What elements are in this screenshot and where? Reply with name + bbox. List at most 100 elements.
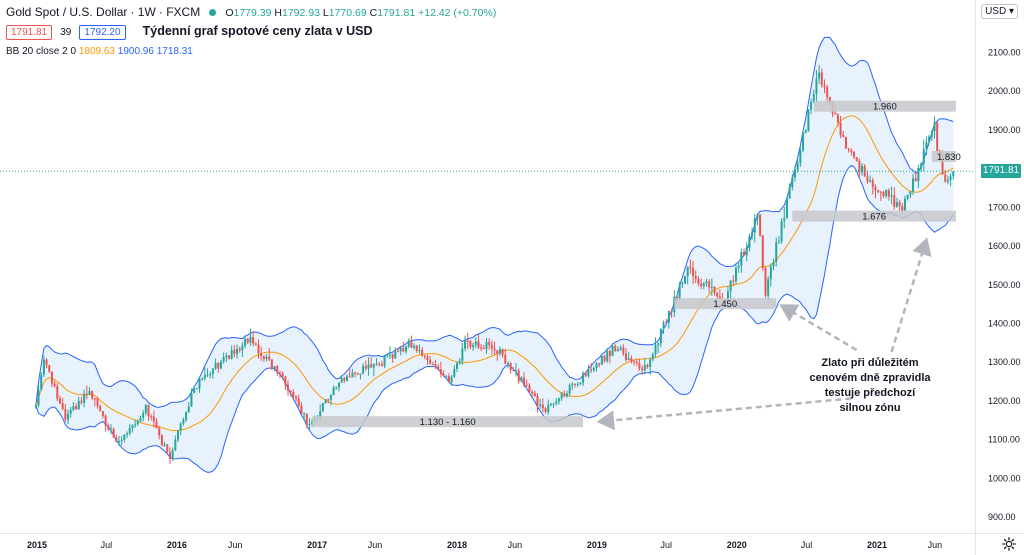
candle-body bbox=[689, 267, 692, 269]
candle-body bbox=[515, 370, 518, 372]
candle-body bbox=[670, 311, 673, 313]
candle-body bbox=[743, 251, 746, 256]
candle-body bbox=[45, 359, 48, 366]
candle-body bbox=[469, 340, 472, 348]
buy-price-button[interactable]: 1792.20 bbox=[79, 25, 126, 40]
interval-label[interactable]: 1W bbox=[137, 5, 156, 19]
y-tick-label: 1900.00 bbox=[988, 125, 1021, 135]
candle-body bbox=[788, 187, 791, 199]
candle-body bbox=[512, 370, 515, 372]
candle-body bbox=[297, 398, 300, 406]
candle-body bbox=[346, 376, 349, 381]
candle-body bbox=[807, 109, 810, 131]
candle-body bbox=[75, 405, 78, 410]
candle-body bbox=[144, 405, 147, 413]
sell-price-button[interactable]: 1791.81 bbox=[6, 25, 53, 40]
candle-body bbox=[402, 347, 405, 352]
candle-body bbox=[563, 393, 566, 397]
candle-body bbox=[136, 420, 139, 425]
currency-label: USD bbox=[985, 6, 1007, 17]
candle-body bbox=[903, 198, 906, 211]
candle-body bbox=[335, 387, 338, 389]
candle-body bbox=[439, 369, 442, 375]
candle-body bbox=[437, 366, 440, 370]
candle-body bbox=[431, 364, 434, 366]
candle-body bbox=[284, 376, 287, 385]
candle-body bbox=[168, 452, 171, 459]
candle-body bbox=[458, 360, 461, 364]
candle-body bbox=[638, 363, 641, 369]
symbol-name[interactable]: Gold Spot / U.S. Dollar bbox=[6, 5, 128, 19]
candle-body bbox=[474, 341, 477, 345]
candle-body bbox=[555, 401, 558, 404]
candle-body bbox=[713, 286, 716, 293]
candle-body bbox=[150, 416, 153, 418]
candle-body bbox=[50, 371, 53, 384]
candle-body bbox=[565, 393, 568, 397]
candle-body bbox=[866, 176, 869, 182]
candle-body bbox=[104, 415, 107, 426]
candle-body bbox=[692, 268, 695, 276]
candle-body bbox=[622, 347, 625, 354]
candle-body bbox=[88, 390, 91, 395]
candle-body bbox=[303, 413, 306, 415]
candle-body bbox=[396, 351, 399, 353]
candle-body bbox=[383, 356, 386, 366]
candle-body bbox=[844, 137, 847, 149]
candle-body bbox=[810, 101, 813, 110]
low-value: 1770.69 bbox=[328, 7, 367, 19]
candle-body bbox=[614, 345, 617, 352]
x-tick-label: Jul bbox=[101, 540, 113, 550]
candle-body bbox=[77, 400, 80, 410]
candle-body bbox=[464, 340, 467, 349]
candle-body bbox=[710, 286, 713, 288]
price-zone-bar bbox=[931, 151, 956, 163]
candle-body bbox=[802, 132, 805, 151]
candle-body bbox=[426, 356, 429, 360]
candle-body bbox=[751, 232, 754, 237]
candle-body bbox=[836, 114, 839, 123]
candle-body bbox=[112, 428, 115, 438]
currency-selector[interactable]: USD ▾ bbox=[981, 4, 1018, 19]
chevron-down-icon: ▾ bbox=[1008, 6, 1014, 17]
candle-body bbox=[321, 402, 324, 412]
bb-label: BB 20 close 2 0 bbox=[6, 46, 77, 57]
candle-body bbox=[914, 178, 917, 182]
candle-body bbox=[461, 348, 464, 361]
candle-body bbox=[775, 242, 778, 263]
spread-value: 39 bbox=[60, 27, 72, 38]
source-label: FXCM bbox=[166, 5, 201, 19]
candle-body bbox=[480, 347, 483, 349]
candle-body bbox=[80, 400, 83, 403]
candle-body bbox=[134, 424, 137, 426]
gear-icon[interactable] bbox=[1002, 537, 1016, 551]
candle-body bbox=[533, 393, 536, 397]
candle-body bbox=[853, 151, 856, 158]
candle-body bbox=[624, 353, 627, 360]
candle-body bbox=[493, 348, 496, 351]
candle-body bbox=[582, 373, 585, 383]
candle-body bbox=[378, 363, 381, 365]
candle-body bbox=[160, 435, 163, 446]
candle-body bbox=[531, 391, 534, 394]
candle-body bbox=[887, 190, 890, 197]
candle-body bbox=[796, 163, 799, 170]
candle-body bbox=[128, 428, 131, 434]
candle-body bbox=[941, 154, 944, 175]
candle-body bbox=[702, 283, 705, 287]
candle-body bbox=[930, 131, 933, 137]
candle-body bbox=[608, 351, 611, 357]
candle-body bbox=[643, 364, 646, 371]
candle-body bbox=[654, 345, 657, 355]
candle-body bbox=[56, 386, 59, 399]
candle-body bbox=[912, 178, 915, 192]
candle-body bbox=[579, 382, 582, 385]
bb-indicator-legend[interactable]: BB 20 close 2 0 1809.63 1900.96 1718.31 bbox=[6, 46, 193, 57]
candle-body bbox=[571, 383, 574, 386]
candle-body bbox=[410, 341, 413, 348]
price-zone-label: 1.960 bbox=[873, 102, 897, 113]
candle-body bbox=[324, 399, 327, 403]
bb-lower-line bbox=[35, 164, 954, 473]
candle-body bbox=[64, 408, 67, 420]
